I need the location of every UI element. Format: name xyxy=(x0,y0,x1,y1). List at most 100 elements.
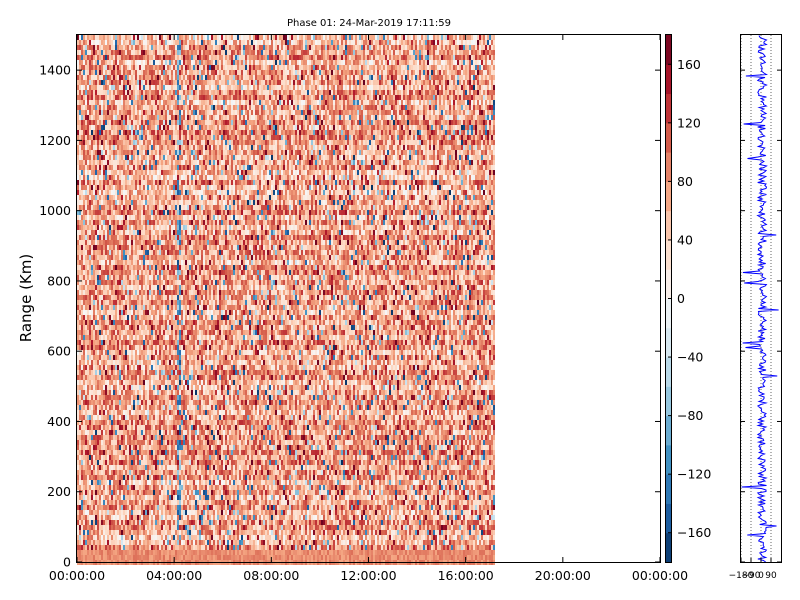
heatmap-cell xyxy=(123,230,125,235)
heatmap-cell xyxy=(149,500,151,505)
heatmap-cell xyxy=(123,535,125,540)
heatmap-cell xyxy=(113,365,115,370)
heatmap-cell xyxy=(153,375,155,380)
heatmap-cell xyxy=(169,175,171,180)
heatmap-cell xyxy=(87,465,89,470)
heatmap-cell xyxy=(163,500,165,505)
heatmap-cell xyxy=(119,95,121,100)
heatmap-cell xyxy=(131,340,133,345)
heatmap-cell xyxy=(99,230,101,235)
heatmap-cell xyxy=(169,375,171,380)
heatmap-cell xyxy=(149,360,151,365)
heatmap-cell xyxy=(105,210,107,215)
heatmap-cell xyxy=(105,260,107,265)
heatmap-cell xyxy=(109,40,111,45)
heatmap-cell xyxy=(143,355,145,360)
heatmap-cell xyxy=(169,425,171,430)
heatmap-cell xyxy=(167,185,169,190)
heatmap-cell xyxy=(145,435,147,440)
heatmap-cell xyxy=(143,555,145,560)
heatmap-cell xyxy=(109,190,111,195)
heatmap-cell xyxy=(77,275,79,280)
heatmap-cell xyxy=(83,275,85,280)
heatmap-cell xyxy=(107,210,109,215)
heatmap-cell xyxy=(109,310,111,315)
heatmap-cell xyxy=(111,60,113,65)
heatmap-cell xyxy=(87,110,89,115)
heatmap-cell xyxy=(125,280,127,285)
heatmap-cell xyxy=(109,295,111,300)
heatmap-cell xyxy=(135,465,137,470)
heatmap-cell xyxy=(115,365,117,370)
heatmap-cell xyxy=(111,280,113,285)
heatmap-cell xyxy=(109,550,111,555)
heatmap-cell xyxy=(125,125,127,130)
heatmap-cell xyxy=(87,475,89,480)
heatmap-cell xyxy=(77,555,79,560)
heatmap-cell xyxy=(121,300,123,305)
heatmap-cell xyxy=(99,90,101,95)
heatmap-cell xyxy=(93,490,95,495)
heatmap-cell xyxy=(81,155,83,160)
heatmap-cell xyxy=(103,260,105,265)
heatmap-cell xyxy=(149,455,151,460)
heatmap-cell xyxy=(153,370,155,375)
heatmap-cell xyxy=(101,45,103,50)
heatmap-cell xyxy=(105,485,107,490)
heatmap-cell xyxy=(131,500,133,505)
heatmap-cell xyxy=(99,340,101,345)
heatmap-cell xyxy=(169,105,171,110)
heatmap-cell xyxy=(133,255,135,260)
heatmap-cell xyxy=(95,430,97,435)
heatmap-cell xyxy=(95,485,97,490)
heatmap-cell xyxy=(85,390,87,395)
heatmap-cell xyxy=(129,515,131,520)
heatmap-cell xyxy=(167,145,169,150)
heatmap-cell xyxy=(149,185,151,190)
heatmap-cell xyxy=(91,350,93,355)
heatmap-cell xyxy=(133,130,135,135)
heatmap-cell xyxy=(135,440,137,445)
heatmap-cell xyxy=(79,75,81,80)
heatmap-cell xyxy=(95,55,97,60)
heatmap-cell xyxy=(103,105,105,110)
heatmap-cell xyxy=(97,85,99,90)
heatmap-cell xyxy=(149,55,151,60)
heatmap-cell xyxy=(119,75,121,80)
heatmap-cell xyxy=(155,520,157,525)
heatmap-cell xyxy=(79,440,81,445)
heatmap-cell xyxy=(161,535,163,540)
heatmap-cell xyxy=(151,85,153,90)
heatmap-cell xyxy=(101,305,103,310)
heatmap-cell xyxy=(105,310,107,315)
heatmap-cell xyxy=(165,305,167,310)
heatmap-cell xyxy=(105,200,107,205)
heatmap-cell xyxy=(119,330,121,335)
heatmap-cell xyxy=(157,555,159,560)
heatmap-cell xyxy=(109,95,111,100)
heatmap-cell xyxy=(113,515,115,520)
heatmap-cell xyxy=(133,150,135,155)
heatmap-cell xyxy=(165,535,167,540)
heatmap-cell xyxy=(169,100,171,105)
heatmap-cell xyxy=(77,165,79,170)
heatmap-cell xyxy=(81,70,83,75)
heatmap-cell xyxy=(161,210,163,215)
heatmap-cell xyxy=(91,535,93,540)
heatmap-cell xyxy=(149,200,151,205)
heatmap-cell xyxy=(135,390,137,395)
heatmap-cell xyxy=(139,150,141,155)
heatmap-cell xyxy=(115,550,117,555)
heatmap-cell xyxy=(133,470,135,475)
heatmap-cell xyxy=(113,140,115,145)
heatmap-cell xyxy=(119,525,121,530)
heatmap-cell xyxy=(95,445,97,450)
heatmap-cell xyxy=(113,65,115,70)
heatmap-cell xyxy=(127,315,129,320)
heatmap-cell xyxy=(97,435,99,440)
heatmap-cell xyxy=(93,430,95,435)
heatmap-cell xyxy=(99,50,101,55)
heatmap-cell xyxy=(153,440,155,445)
heatmap-cell xyxy=(85,545,87,550)
heatmap-cell xyxy=(111,365,113,370)
